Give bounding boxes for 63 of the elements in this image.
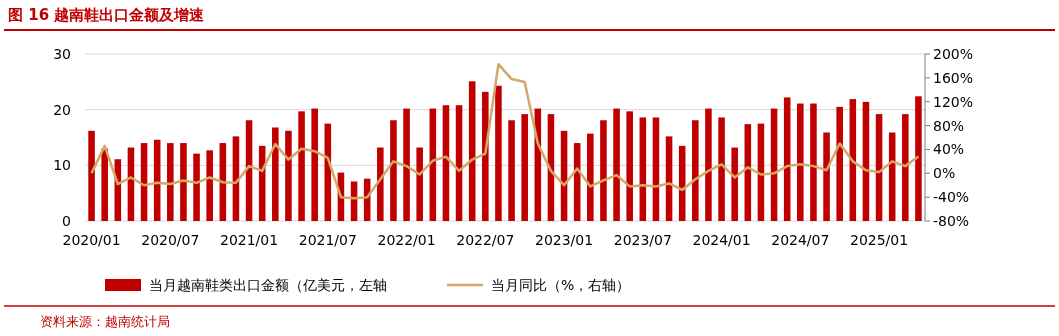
bar: [823, 132, 830, 221]
x-tick-label: 2020/01: [62, 232, 121, 248]
y2-tick-label: 0%: [933, 165, 956, 182]
x-tick-label: 2024/01: [692, 232, 751, 248]
bar: [495, 85, 502, 221]
bar: [285, 130, 292, 221]
bar: [692, 120, 699, 221]
bar: [797, 103, 804, 221]
bar: [482, 91, 489, 221]
bar: [403, 108, 410, 221]
bar: [298, 111, 305, 221]
y-tick-label: 20: [53, 101, 71, 118]
bar: [193, 153, 200, 221]
y2-tick-label: -80%: [933, 213, 970, 229]
y2-tick-label: -40%: [933, 189, 970, 206]
y-tick-label: 30: [53, 46, 71, 62]
bar: [167, 143, 174, 221]
x-tick-label: 2024/07: [771, 232, 830, 248]
x-tick-label: 2020/07: [141, 232, 200, 248]
x-tick-label: 2023/07: [613, 232, 672, 248]
bar: [311, 108, 318, 221]
bar: [915, 96, 922, 221]
x-tick-label: 2023/01: [534, 232, 594, 248]
legend-label: 当月越南鞋类出口金额（亿美元，左轴: [149, 277, 387, 293]
y2-tick-label: 80%: [933, 117, 965, 134]
y2-tick-label: 160%: [933, 69, 974, 86]
bar: [180, 143, 187, 221]
bar: [731, 147, 738, 221]
x-tick-label: 2021/07: [298, 232, 357, 248]
y2-tick-label: 200%: [933, 46, 974, 62]
bar: [521, 114, 528, 221]
bar: [587, 133, 594, 221]
bar: [652, 117, 660, 221]
text: 资料来源：越南统计局: [40, 314, 170, 329]
bar: [88, 130, 95, 221]
y-tick-label: 0: [62, 213, 71, 229]
bar: [836, 106, 843, 221]
bar: [810, 103, 817, 221]
x-tick-label: 2021/01: [219, 232, 279, 248]
line-series: [90, 62, 920, 200]
bar: [626, 111, 633, 221]
bar: [377, 147, 384, 221]
bar: [613, 108, 620, 221]
bar: [705, 108, 712, 221]
bar: [272, 127, 279, 221]
bar: [101, 148, 108, 221]
x-tick-label: 2022/07: [456, 232, 515, 248]
y-tick-label: 10: [53, 157, 71, 174]
bar: [390, 120, 397, 221]
x-tick-label: 2025/01: [849, 232, 909, 248]
legend-label: 当月同比（%，右轴）: [491, 277, 631, 293]
y2-tick-label: 40%: [933, 141, 965, 158]
bar: [718, 117, 725, 221]
y2-tick-label: 120%: [933, 93, 974, 110]
chart-title: 图 16 越南鞋出口金额及增速: [8, 6, 206, 24]
bar: [902, 114, 909, 221]
bar: [468, 81, 476, 221]
x-tick-label: 2022/01: [377, 232, 436, 248]
bar: [783, 97, 791, 221]
bar: [600, 120, 607, 221]
bar: [206, 150, 213, 221]
bar: [416, 147, 423, 221]
bar: [508, 120, 515, 221]
